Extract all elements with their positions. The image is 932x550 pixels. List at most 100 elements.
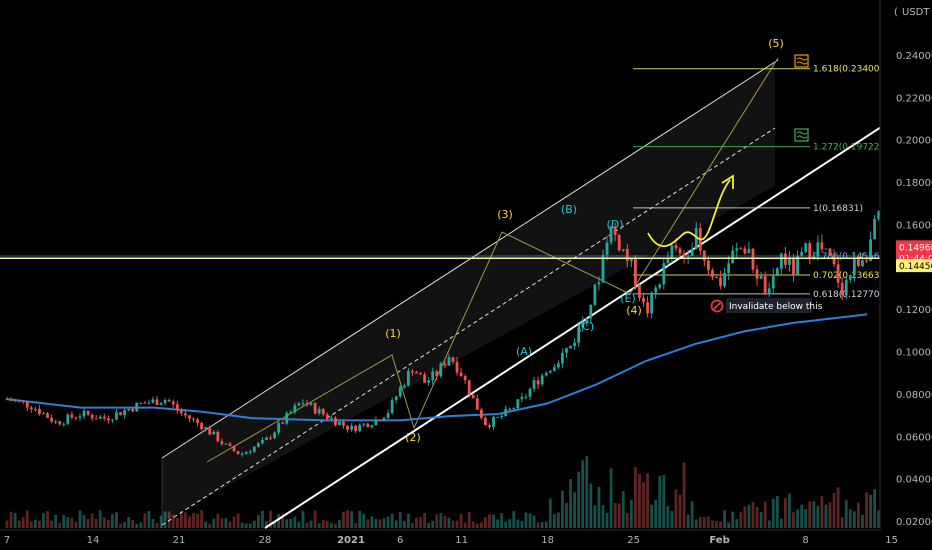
volume-bar: [706, 516, 710, 528]
candle-body: [208, 427, 212, 435]
candle-body: [151, 399, 155, 403]
volume-bar: [188, 516, 191, 528]
moving-average-line: [6, 313, 868, 422]
volume-bar: [346, 510, 349, 528]
volume-bar: [702, 517, 706, 528]
volume-bar: [212, 518, 216, 528]
volume-bar: [159, 515, 163, 528]
volume-bar: [556, 512, 560, 528]
volume-bar: [175, 518, 179, 528]
candle-body: [50, 417, 53, 422]
candle-body: [451, 357, 455, 362]
volume-bar: [865, 492, 868, 528]
volume-bar: [694, 519, 698, 528]
volume-bar: [650, 504, 654, 528]
candle-body: [329, 417, 333, 419]
volume-bar: [305, 522, 309, 528]
volume-bar: [309, 520, 313, 528]
candle-body: [573, 342, 576, 346]
wave-path: [206, 57, 779, 463]
candle-body: [650, 292, 654, 314]
volume-bar: [715, 521, 718, 528]
candle-body: [309, 403, 313, 405]
volume-bar: [281, 514, 285, 528]
volume-bar: [832, 493, 836, 528]
target-flag-icon-wave: [796, 57, 808, 65]
candle-body: [431, 371, 435, 381]
volume-bar: [277, 514, 281, 528]
candle-body: [38, 408, 41, 414]
volume-bar: [609, 468, 613, 528]
candle-body: [29, 407, 33, 410]
candle-body: [82, 410, 86, 417]
candle-body: [771, 274, 775, 289]
annotation-text: Invalidate below this: [729, 302, 823, 312]
volume-bar: [561, 490, 564, 528]
volume-bar: [119, 523, 122, 528]
candle-body: [411, 371, 414, 373]
volume-bar: [711, 520, 714, 528]
volume-bar: [638, 474, 641, 528]
fib-label: 1(0.16831): [813, 204, 863, 214]
volume-bar: [208, 523, 212, 528]
candle-body: [155, 399, 159, 405]
candle-body: [848, 275, 852, 280]
candle-body: [277, 422, 281, 433]
projection-arrowhead: [721, 174, 734, 189]
candle-body: [552, 367, 556, 371]
time-tick-label: 21: [173, 535, 186, 546]
candle-body: [313, 403, 317, 414]
candle-body: [670, 245, 674, 258]
volume-bar: [654, 499, 658, 528]
candle-body: [127, 408, 131, 411]
time-tick-label: 8: [802, 535, 808, 546]
candle-body: [877, 211, 881, 219]
candle-body: [378, 419, 382, 421]
volume-bar: [625, 512, 629, 528]
target-flag-icon: [794, 128, 809, 142]
candle-body: [443, 363, 447, 366]
candle-body: [508, 408, 512, 410]
volume-bar: [812, 501, 816, 528]
volume-bar: [573, 492, 576, 528]
candle-body: [686, 255, 690, 257]
candle-body: [386, 413, 390, 418]
volume-bar: [484, 517, 487, 528]
candle-body: [439, 363, 443, 377]
volume-bar: [216, 513, 220, 528]
volume-bar: [321, 519, 325, 528]
candle-body: [427, 380, 431, 383]
candle-body: [62, 423, 66, 425]
volume-bar: [520, 521, 524, 528]
volume-bar: [848, 509, 852, 528]
volume-bar: [581, 460, 585, 528]
volume-bar: [265, 521, 268, 528]
volume-bar: [844, 499, 848, 528]
time-axis[interactable]: [0, 530, 932, 550]
candle-body: [111, 419, 114, 421]
volume-bar: [261, 510, 264, 528]
candle-body: [273, 432, 276, 439]
wave-label: (1): [385, 327, 401, 340]
candle-body: [17, 400, 21, 402]
candle-body: [212, 431, 216, 435]
volume-bar: [123, 521, 126, 528]
candle-body: [350, 425, 354, 430]
time-tick-label: 25: [627, 535, 640, 546]
volume-bar: [362, 514, 366, 528]
candle-body: [338, 421, 341, 426]
candle-body: [139, 402, 143, 404]
volume-bar: [313, 510, 317, 528]
volume-bar: [325, 520, 329, 528]
volume-bar: [690, 501, 694, 528]
candle-body: [816, 242, 820, 257]
volume-bar: [674, 489, 678, 528]
wave-labels: (1) (2) (3) (4) (5) (A) (B) (C) (D) (E): [385, 37, 784, 444]
volume-bar: [788, 493, 791, 528]
candle-body: [751, 249, 755, 270]
candle-body: [658, 284, 662, 288]
volume-bar: [500, 513, 504, 528]
volume-bar: [759, 512, 763, 528]
